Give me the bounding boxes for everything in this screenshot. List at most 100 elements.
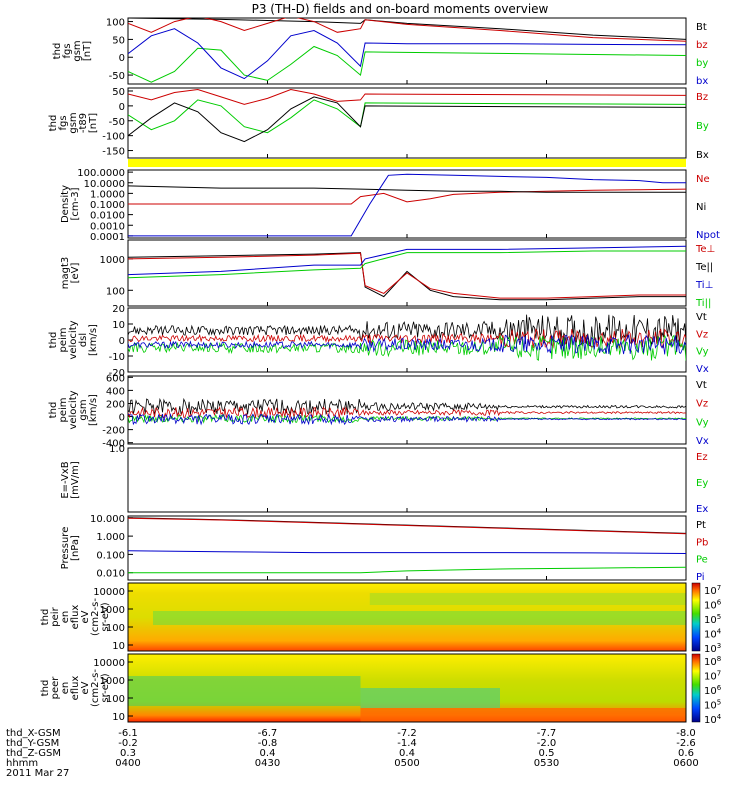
ytick-label: 400 bbox=[106, 386, 125, 397]
ytick-label: 50 bbox=[112, 87, 125, 98]
series-Bz bbox=[128, 88, 686, 105]
series-Bt bbox=[128, 18, 686, 40]
xaxis-tick-label: 0.6 bbox=[678, 748, 694, 759]
legend-Bx: Bx bbox=[696, 150, 709, 161]
xaxis-row-name: thd_Y-GSM bbox=[6, 738, 59, 749]
colorbar bbox=[691, 582, 701, 652]
ytick-label: -50 bbox=[109, 117, 125, 128]
ylabel-line: velocity bbox=[68, 390, 79, 429]
legend-Pb: Pb bbox=[696, 537, 708, 548]
ytick-label: 0 bbox=[119, 336, 125, 347]
ylabel-line: Density bbox=[60, 185, 71, 223]
series-by bbox=[128, 45, 686, 83]
ytick-label: 0 bbox=[119, 413, 125, 424]
xaxis-tick-label: -6.7 bbox=[258, 728, 278, 739]
ylabel-line: eflux bbox=[70, 676, 81, 701]
legend-Pi: Pi bbox=[696, 572, 705, 583]
ylabel-line: sr-eV) bbox=[100, 602, 111, 631]
series-Npot bbox=[128, 173, 686, 237]
colorbar bbox=[691, 653, 701, 723]
series-group bbox=[128, 245, 686, 301]
ylabel-line: [mV/m] bbox=[70, 461, 81, 499]
legend-Npot: Npot bbox=[696, 230, 720, 241]
colorbar-label: 107 bbox=[704, 584, 721, 597]
legend-Ti||: Ti|| bbox=[695, 298, 711, 309]
ylabel-line: [km/s] bbox=[88, 324, 99, 356]
series-group bbox=[128, 173, 686, 237]
series-Ne bbox=[128, 188, 686, 205]
ylabel-line: peim bbox=[58, 327, 69, 352]
legend-Ti⊥: Ti⊥ bbox=[695, 280, 713, 291]
series-Vx bbox=[128, 412, 686, 426]
ylabel-line: en bbox=[60, 682, 71, 695]
ytick-label: 0.0100 bbox=[90, 211, 125, 222]
ytick-label: 100 bbox=[106, 623, 125, 634]
ytick-label: 200 bbox=[106, 399, 125, 410]
colorbar-label: 106 bbox=[704, 684, 722, 697]
xaxis-tick-label: 0.4 bbox=[399, 748, 415, 759]
xaxis-row-name: thd_Z-GSM bbox=[6, 748, 61, 759]
ytick-label: 1.000 bbox=[96, 532, 125, 543]
colorbar-label: 107 bbox=[704, 670, 721, 683]
legend-By: By bbox=[696, 121, 709, 132]
panel-frame bbox=[127, 375, 687, 445]
colorbar-label: 103 bbox=[704, 642, 721, 655]
panel-e-field: E=-VxB [mV/m] 1.0 Ez Ey Ex bbox=[60, 444, 708, 515]
series-Te⊥ bbox=[128, 252, 686, 299]
ytick-label: 100 bbox=[106, 18, 125, 29]
ylabel-line: [nPa] bbox=[70, 535, 81, 561]
ytick-label: 100.0000 bbox=[77, 168, 125, 179]
panel-temperature: magt3 [eV] 1000 100 Te⊥ Te|| Ti⊥ Ti|| bbox=[60, 239, 715, 309]
panel-frame bbox=[127, 447, 687, 513]
ylabel-line: thd bbox=[40, 680, 51, 697]
xaxis-tick-label: -6.1 bbox=[118, 728, 138, 739]
panel-frame bbox=[127, 582, 687, 652]
legend-Vx: Vx bbox=[696, 436, 709, 447]
legend-by: by bbox=[696, 58, 708, 69]
xaxis-tick-label: 0.3 bbox=[120, 748, 136, 759]
ylabel-line: [cm-3] bbox=[70, 187, 81, 220]
heatmap-band bbox=[128, 676, 361, 706]
legend-Vz: Vz bbox=[696, 399, 708, 410]
ylabel-line: peim bbox=[58, 397, 69, 422]
ytick-label: 0 bbox=[119, 102, 125, 113]
xaxis-tick-label: -2.6 bbox=[676, 738, 696, 749]
legend-Bz: Bz bbox=[696, 92, 708, 103]
legend-Ex: Ex bbox=[696, 504, 708, 515]
panel-peir-eflux: thd peir en eflux eV (cm2-s-sr-eV) 10000 1000 10… bbox=[40, 582, 722, 655]
series-group bbox=[128, 88, 686, 143]
xaxis-row-name: hhmm bbox=[6, 758, 38, 769]
ylabel-line: fgs bbox=[58, 115, 69, 130]
ytick-label: 10 bbox=[112, 320, 125, 331]
ytick-label: 20 bbox=[112, 304, 125, 315]
ytick-label: -200 bbox=[102, 426, 125, 437]
ytick-label: -400 bbox=[102, 439, 125, 450]
legend-bz: bz bbox=[696, 40, 708, 51]
ylabel-line: thd bbox=[52, 43, 63, 60]
legend-Ne: Ne bbox=[696, 174, 710, 185]
xaxis-tick-label: -2.0 bbox=[537, 738, 557, 749]
ylabel-line: eV bbox=[80, 681, 91, 694]
ylabel-line: magt3 bbox=[60, 257, 71, 290]
heatmap-band bbox=[360, 688, 500, 708]
series-Ni bbox=[128, 185, 686, 193]
ylabel-line: (cm2-s- bbox=[90, 669, 101, 707]
ylabel-line: [nT] bbox=[82, 41, 93, 61]
series-Pe bbox=[128, 566, 686, 574]
series-group bbox=[128, 517, 686, 574]
xaxis-tick-label: 0500 bbox=[394, 758, 419, 769]
panel-peim-velocity-gsm: thd peim velocity gsm [km/s] 600 400 200 0 -200 -4… bbox=[48, 373, 709, 449]
colorbar-label: 106 bbox=[704, 599, 722, 612]
legend-Vz: Vz bbox=[696, 329, 708, 340]
xaxis-tick-label: 0600 bbox=[673, 758, 698, 769]
ylabel-line: E=-VxB bbox=[60, 461, 71, 498]
series-Vy bbox=[128, 413, 686, 424]
ytick-label: -100 bbox=[102, 132, 125, 143]
ylabel-line: Pressure bbox=[60, 527, 71, 570]
xaxis-tick-label: -0.2 bbox=[118, 738, 138, 749]
xaxis-tick-label: -7.7 bbox=[537, 728, 557, 739]
panel-fgs-gsm-tilt: thd fgs gsm -t89 [nT] 50 0 -50 -100 -150 Bz By Bx bbox=[48, 87, 709, 161]
series-Bx bbox=[128, 96, 686, 143]
ytick-label: 10.000 bbox=[90, 514, 125, 525]
